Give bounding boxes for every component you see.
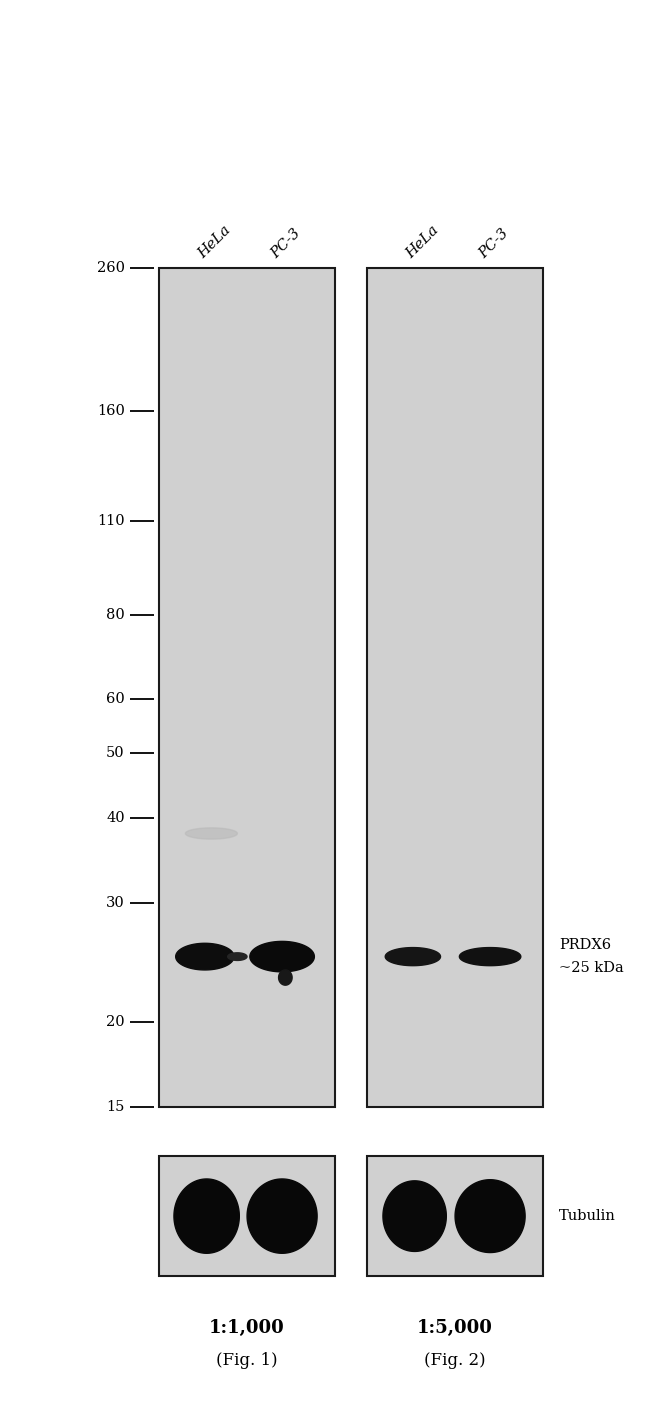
- Bar: [159, 268, 335, 1107]
- Polygon shape: [279, 970, 292, 986]
- Polygon shape: [385, 948, 441, 966]
- Bar: [367, 1156, 543, 1276]
- Text: HeLa: HeLa: [195, 223, 233, 261]
- Polygon shape: [455, 1180, 525, 1252]
- Text: (Fig. 1): (Fig. 1): [216, 1352, 278, 1369]
- Polygon shape: [227, 953, 247, 960]
- Polygon shape: [383, 1180, 447, 1252]
- Polygon shape: [460, 948, 521, 966]
- Text: PC-3: PC-3: [476, 226, 512, 261]
- Polygon shape: [176, 943, 234, 970]
- Text: 160: 160: [97, 403, 125, 417]
- Polygon shape: [174, 1179, 239, 1253]
- Bar: [159, 1156, 335, 1276]
- Text: PRDX6: PRDX6: [559, 938, 611, 952]
- Text: 1:1,000: 1:1,000: [209, 1320, 285, 1337]
- Text: 50: 50: [106, 746, 125, 760]
- Text: 260: 260: [97, 261, 125, 275]
- Text: 15: 15: [107, 1100, 125, 1114]
- Text: 80: 80: [106, 608, 125, 622]
- Text: PC-3: PC-3: [268, 226, 304, 261]
- Polygon shape: [247, 1179, 317, 1253]
- Text: 110: 110: [98, 513, 125, 527]
- Text: ~25 kDa: ~25 kDa: [559, 960, 624, 974]
- Text: HeLa: HeLa: [403, 223, 441, 261]
- Polygon shape: [250, 942, 315, 971]
- Text: 30: 30: [106, 895, 125, 909]
- Text: 60: 60: [106, 692, 125, 706]
- Polygon shape: [185, 828, 237, 839]
- Bar: [367, 268, 543, 1107]
- Text: 1:5,000: 1:5,000: [417, 1320, 493, 1337]
- Text: (Fig. 2): (Fig. 2): [424, 1352, 486, 1369]
- Text: 40: 40: [106, 811, 125, 825]
- Text: 20: 20: [106, 1015, 125, 1029]
- Text: Tubulin: Tubulin: [559, 1210, 616, 1222]
